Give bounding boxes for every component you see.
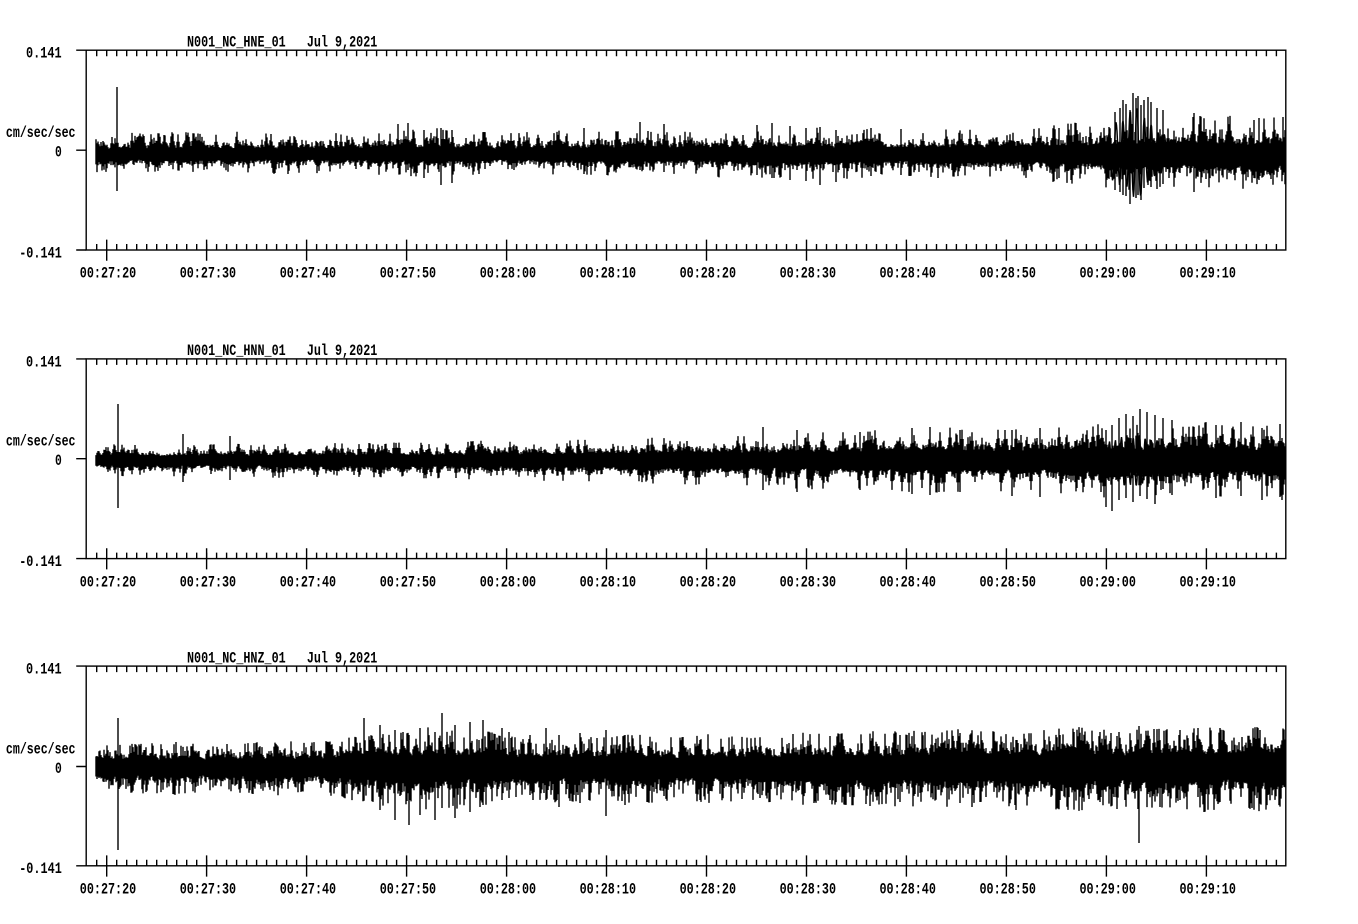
svg-text:-0.141: -0.141 [19,244,62,262]
svg-text:00:27:30: 00:27:30 [180,265,236,283]
svg-text:00:27:50: 00:27:50 [380,265,436,283]
svg-text:00:27:40: 00:27:40 [280,573,336,591]
svg-text:00:28:10: 00:28:10 [580,265,636,283]
svg-text:cm/sec/sec: cm/sec/sec [6,124,76,142]
svg-text:00:27:40: 00:27:40 [280,265,336,283]
svg-text:cm/sec/sec: cm/sec/sec [6,741,76,759]
svg-text:0.141: 0.141 [26,45,62,63]
svg-text:00:29:00: 00:29:00 [1080,881,1136,899]
svg-text:00:27:30: 00:27:30 [180,573,236,591]
svg-text:00:28:50: 00:28:50 [980,573,1036,591]
svg-text:00:28:20: 00:28:20 [680,881,736,899]
svg-text:-0.141: -0.141 [19,553,62,571]
svg-text:00:29:00: 00:29:00 [1080,573,1136,591]
svg-text:00:27:20: 00:27:20 [80,265,136,283]
svg-text:00:28:30: 00:28:30 [780,881,836,899]
svg-text:00:28:40: 00:28:40 [880,881,936,899]
svg-text:00:28:00: 00:28:00 [480,881,536,899]
svg-text:0: 0 [55,452,62,470]
svg-text:00:27:30: 00:27:30 [180,881,236,899]
svg-text:-0.141: -0.141 [19,860,62,878]
svg-text:0.141: 0.141 [26,353,62,371]
svg-text:N001_NC_HNZ_01 Jul 9,2021: N001_NC_HNZ_01 Jul 9,2021 [187,649,377,667]
svg-text:00:27:50: 00:27:50 [380,573,436,591]
svg-text:00:27:50: 00:27:50 [380,881,436,899]
svg-text:0: 0 [55,144,62,162]
svg-text:0: 0 [55,760,62,778]
svg-text:00:29:10: 00:29:10 [1180,265,1236,283]
svg-text:00:28:00: 00:28:00 [480,573,536,591]
svg-text:00:29:10: 00:29:10 [1180,573,1236,591]
svg-text:00:28:20: 00:28:20 [680,265,736,283]
svg-text:cm/sec/sec: cm/sec/sec [6,433,76,451]
svg-text:00:28:50: 00:28:50 [980,881,1036,899]
svg-text:00:28:00: 00:28:00 [480,265,536,283]
svg-text:00:27:20: 00:27:20 [80,881,136,899]
svg-text:00:28:30: 00:28:30 [780,265,836,283]
svg-text:0.141: 0.141 [26,661,62,679]
svg-text:00:28:10: 00:28:10 [580,881,636,899]
svg-text:N001_NC_HNE_01 Jul 9,2021: N001_NC_HNE_01 Jul 9,2021 [187,33,377,51]
svg-text:00:28:50: 00:28:50 [980,265,1036,283]
svg-text:00:27:40: 00:27:40 [280,881,336,899]
svg-text:00:28:20: 00:28:20 [680,573,736,591]
svg-text:N001_NC_HNN_01 Jul 9,2021: N001_NC_HNN_01 Jul 9,2021 [187,342,377,360]
svg-text:00:28:30: 00:28:30 [780,573,836,591]
svg-text:00:28:10: 00:28:10 [580,573,636,591]
svg-text:00:27:20: 00:27:20 [80,573,136,591]
svg-text:00:29:00: 00:29:00 [1080,265,1136,283]
svg-text:00:28:40: 00:28:40 [880,265,936,283]
svg-text:00:28:40: 00:28:40 [880,573,936,591]
svg-text:00:29:10: 00:29:10 [1180,881,1236,899]
